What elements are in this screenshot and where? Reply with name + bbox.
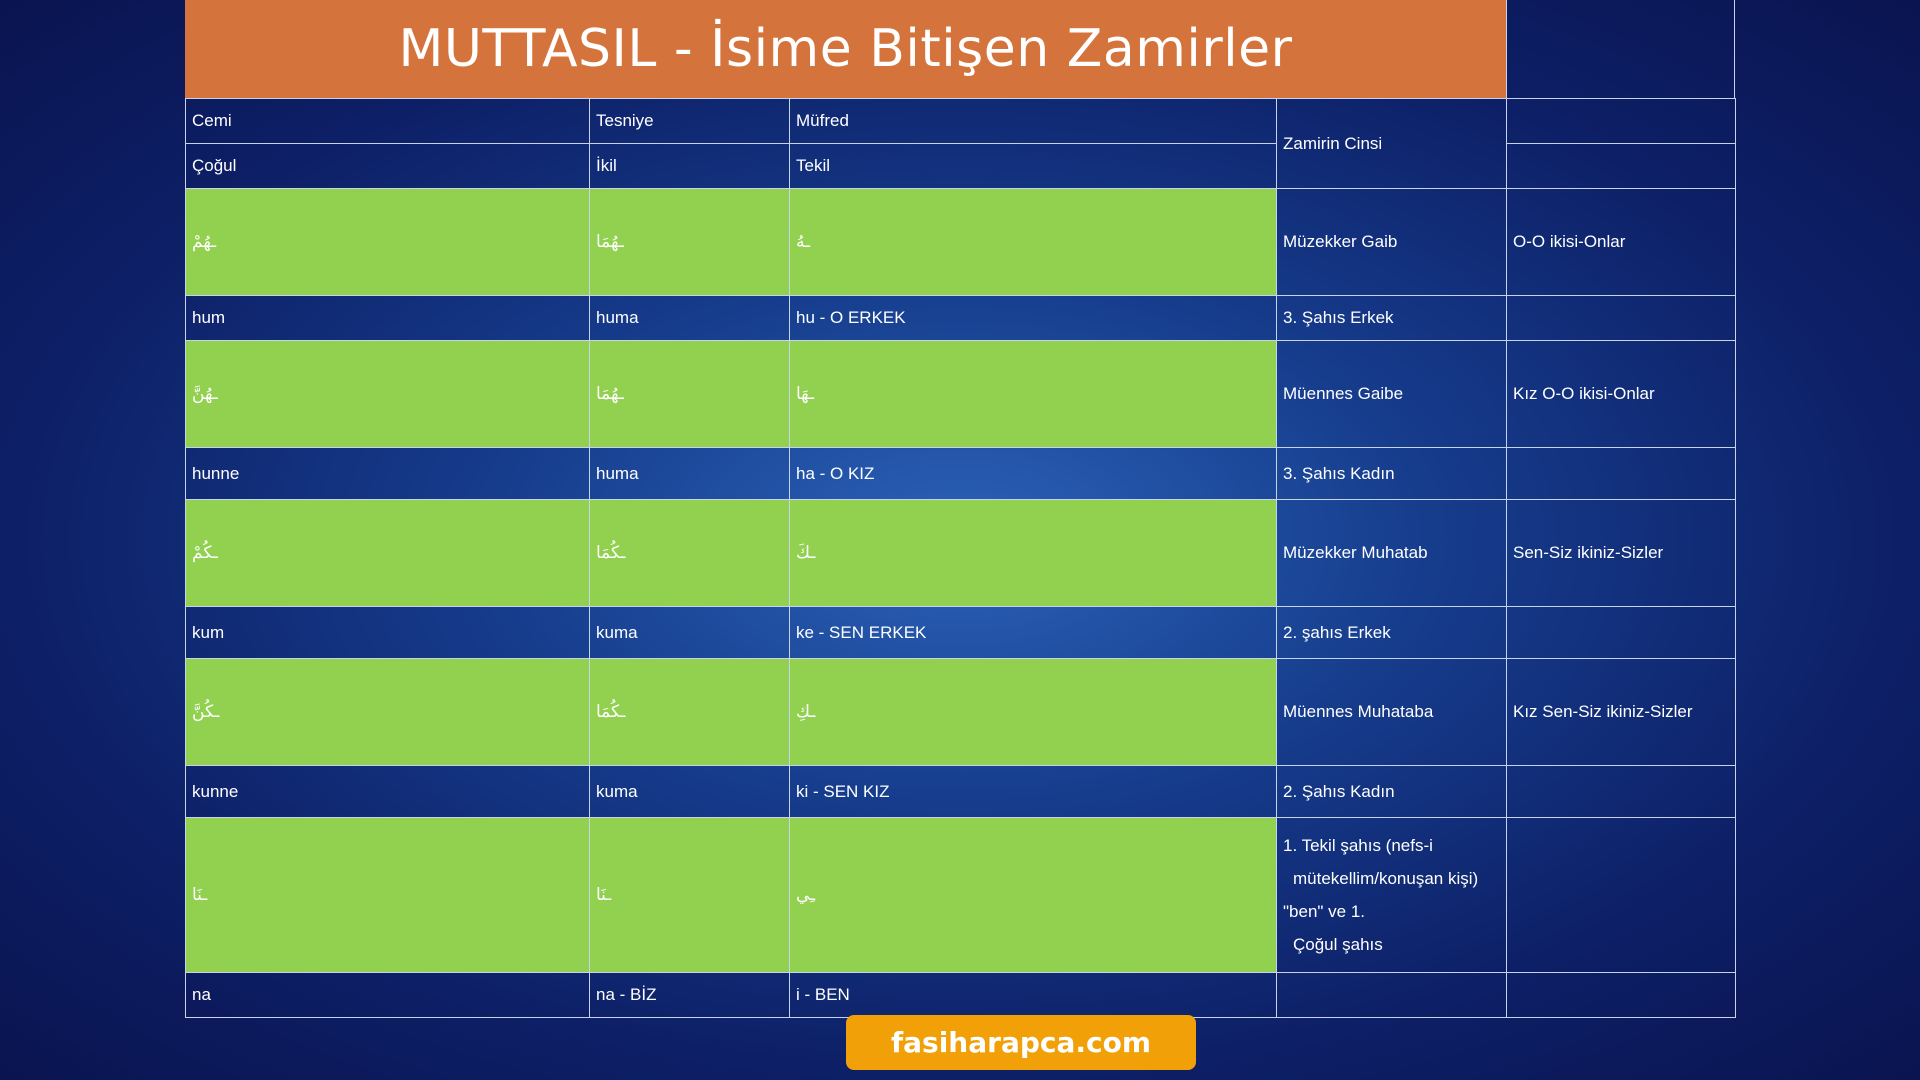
translit-mufred: hu - O ERKEK bbox=[789, 295, 1277, 341]
pronoun-table: Cemi Tesniye Müfred Zamirin Cinsi Çoğul … bbox=[185, 98, 1736, 1018]
arabic-mufred: ـِي bbox=[789, 817, 1277, 973]
empty-cell bbox=[1506, 606, 1736, 659]
arabic-cemi: ـكُنَّ bbox=[185, 658, 590, 766]
arabic-cemi: ـهُنَّ bbox=[185, 340, 590, 448]
header-mufred: Müfred bbox=[789, 98, 1277, 144]
arabic-tesniye: ـهُمَا bbox=[589, 340, 790, 448]
header-cemi: Cemi bbox=[185, 98, 590, 144]
translit-cemi: kum bbox=[185, 606, 590, 659]
translit-tesniye: kuma bbox=[589, 606, 790, 659]
translit-cemi: na bbox=[185, 972, 590, 1018]
translit-row: kum kuma ke - SEN ERKEK 2. şahıs Erkek bbox=[185, 606, 1736, 659]
arabic-tesniye: ـكُمَا bbox=[589, 658, 790, 766]
pronoun-meaning: Kız Sen-Siz ikiniz-Sizler bbox=[1506, 658, 1736, 766]
person-label: 2. şahıs Erkek bbox=[1276, 606, 1507, 659]
gender-line: "ben" ve 1. bbox=[1283, 902, 1366, 921]
empty-cell bbox=[1506, 447, 1736, 500]
pronoun-meaning: Sen-Siz ikiniz-Sizler bbox=[1506, 499, 1736, 607]
arabic-cemi: ـكُمْ bbox=[185, 499, 590, 607]
gender-line: 1. Tekil şahıs (nefs-i bbox=[1283, 836, 1433, 855]
person-label: 2. Şahıs Kadın bbox=[1276, 765, 1507, 818]
pronoun-meaning: Kız O-O ikisi-Onlar bbox=[1506, 340, 1736, 448]
translit-cemi: kunne bbox=[185, 765, 590, 818]
translit-row: hunne huma ha - O KIZ 3. Şahıs Kadın bbox=[185, 447, 1736, 500]
arabic-row: ـكُمْ ـكُمَا ـكَ Müzekker Muhatab Sen-Si… bbox=[185, 499, 1736, 607]
header-tesniye: Tesniye bbox=[589, 98, 790, 144]
empty-cell bbox=[1276, 972, 1507, 1018]
translit-row: na na - BİZ i - BEN bbox=[185, 972, 1736, 1018]
translit-row: hum huma hu - O ERKEK 3. Şahıs Erkek bbox=[185, 295, 1736, 341]
arabic-mufred: ـكِ bbox=[789, 658, 1277, 766]
empty-cell bbox=[1506, 817, 1736, 973]
empty-cell bbox=[1506, 972, 1736, 1018]
header-cogul: Çoğul bbox=[185, 143, 590, 189]
header-row-1: Cemi Tesniye Müfred Zamirin Cinsi bbox=[185, 98, 1736, 189]
gender-line: Çoğul şahıs bbox=[1293, 935, 1383, 954]
pronoun-gender: Müzekker Muhatab bbox=[1276, 499, 1507, 607]
empty-cell bbox=[1506, 295, 1736, 341]
arabic-mufred: ـهُ bbox=[789, 188, 1277, 296]
arabic-tesniye: ـكُمَا bbox=[589, 499, 790, 607]
header-extra-cell bbox=[1506, 98, 1736, 144]
pronoun-gender: 1. Tekil şahıs (nefs-i mütekellim/konuşa… bbox=[1276, 817, 1507, 973]
pronoun-gender: Müennes Muhataba bbox=[1276, 658, 1507, 766]
translit-cemi: hum bbox=[185, 295, 590, 341]
translit-tesniye: huma bbox=[589, 295, 790, 341]
website-badge[interactable]: fasiharapca.com bbox=[846, 1015, 1196, 1070]
person-label: 3. Şahıs Erkek bbox=[1276, 295, 1507, 341]
translit-tesniye: huma bbox=[589, 447, 790, 500]
arabic-row: ـنَا ـنَا ـِي 1. Tekil şahıs (nefs-i müt… bbox=[185, 817, 1736, 973]
translit-cemi: hunne bbox=[185, 447, 590, 500]
pronoun-meaning: O-O ikisi-Onlar bbox=[1506, 188, 1736, 296]
title-side-cell bbox=[1506, 0, 1735, 98]
header-tekil: Tekil bbox=[789, 143, 1277, 189]
arabic-tesniye: ـنَا bbox=[589, 817, 790, 973]
translit-mufred: ki - SEN KIZ bbox=[789, 765, 1277, 818]
translit-mufred: i - BEN bbox=[789, 972, 1277, 1018]
pronoun-gender: Müzekker Gaib bbox=[1276, 188, 1507, 296]
person-label: 3. Şahıs Kadın bbox=[1276, 447, 1507, 500]
page-title: MUTTASIL - İsime Bitişen Zamirler bbox=[185, 0, 1506, 98]
translit-tesniye: kuma bbox=[589, 765, 790, 818]
translit-row: kunne kuma ki - SEN KIZ 2. Şahıs Kadın bbox=[185, 765, 1736, 818]
arabic-tesniye: ـهُمَا bbox=[589, 188, 790, 296]
header-zamirin-cinsi: Zamirin Cinsi bbox=[1276, 98, 1507, 189]
translit-mufred: ha - O KIZ bbox=[789, 447, 1277, 500]
empty-cell bbox=[1506, 765, 1736, 818]
translit-mufred: ke - SEN ERKEK bbox=[789, 606, 1277, 659]
pronoun-gender: Müennes Gaibe bbox=[1276, 340, 1507, 448]
header-ikil: İkil bbox=[589, 143, 790, 189]
arabic-mufred: ـهَا bbox=[789, 340, 1277, 448]
arabic-cemi: ـنَا bbox=[185, 817, 590, 973]
arabic-mufred: ـكَ bbox=[789, 499, 1277, 607]
arabic-row: ـكُنَّ ـكُمَا ـكِ Müennes Muhataba Kız S… bbox=[185, 658, 1736, 766]
arabic-cemi: ـهُمْ bbox=[185, 188, 590, 296]
header-extra-cell bbox=[1506, 143, 1736, 189]
header-row-2: Çoğul İkil Tekil bbox=[185, 143, 1736, 189]
arabic-row: ـهُنَّ ـهُمَا ـهَا Müennes Gaibe Kız O-O… bbox=[185, 340, 1736, 448]
arabic-row: ـهُمْ ـهُمَا ـهُ Müzekker Gaib O-O ikisi… bbox=[185, 188, 1736, 296]
translit-tesniye: na - BİZ bbox=[589, 972, 790, 1018]
gender-line: mütekellim/konuşan kişi) bbox=[1293, 869, 1479, 888]
